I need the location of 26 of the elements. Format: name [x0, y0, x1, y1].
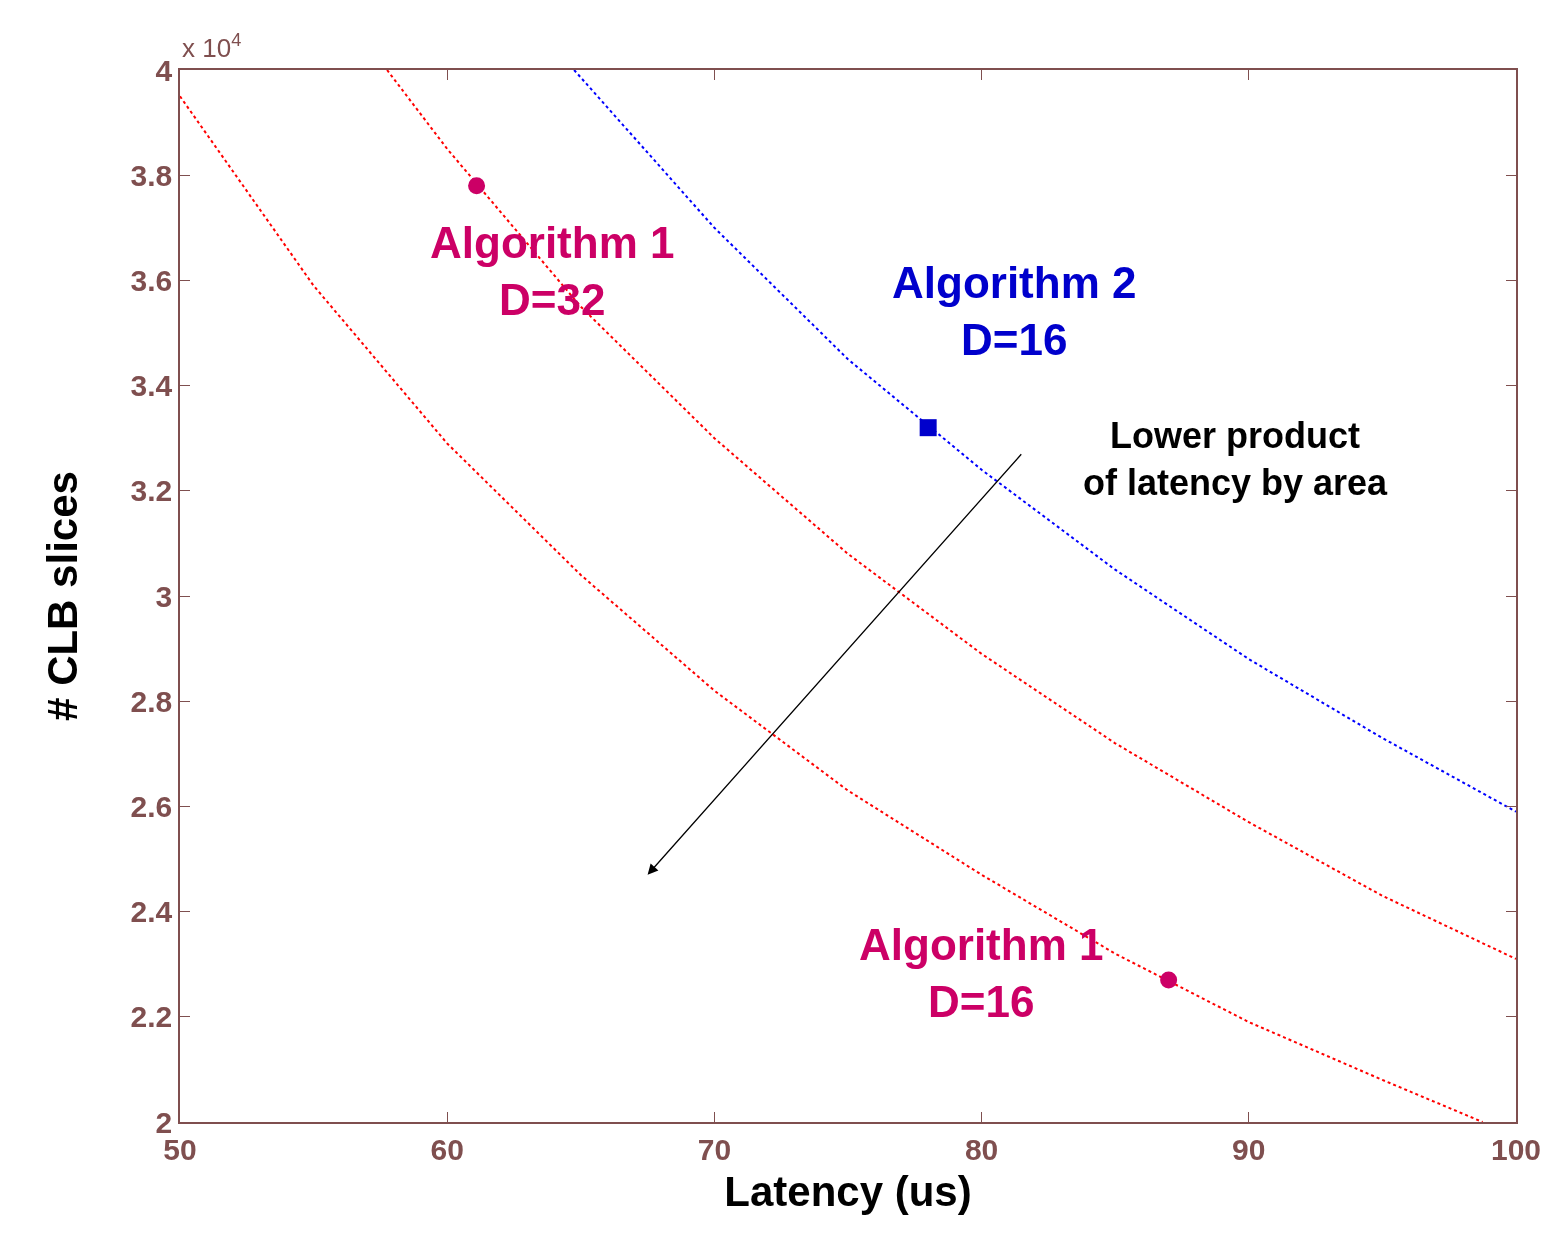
- x-axis-title: Latency (us): [724, 1168, 972, 1216]
- y-tick-label: 2.4: [130, 895, 173, 929]
- x-tick-label: 60: [430, 1132, 464, 1166]
- series-label: Algorithm 1 D=16: [859, 920, 1104, 1027]
- x-tick-label: 80: [964, 1132, 999, 1166]
- y-tick-label: 3.6: [130, 263, 173, 297]
- x-tick-label: 100: [1490, 1132, 1542, 1166]
- x-tick-label: 70: [697, 1132, 732, 1166]
- y-tick-label: 3.4: [130, 369, 173, 403]
- y-tick-label: 3.2: [130, 474, 173, 508]
- annotation: Lower product of latency by area: [1083, 415, 1389, 503]
- series-label: Algorithm 1 D=32: [430, 218, 675, 325]
- y-tick-label: 3.8: [130, 158, 173, 192]
- y-tick-label: 2.6: [130, 789, 173, 823]
- y-tick-label: 3: [155, 579, 173, 613]
- x-tick-label: 90: [1232, 1132, 1266, 1166]
- point: [919, 419, 937, 437]
- y-axis-title: # CLB slices: [38, 471, 86, 721]
- line-series: [180, 95, 1484, 1122]
- text: x 10$^{4}$: [182, 30, 242, 63]
- y-tick-label: 2.8: [130, 684, 173, 718]
- y-tick-label: 2.2: [130, 1000, 173, 1034]
- point: [1160, 971, 1178, 989]
- y-tick-label: 4: [155, 53, 173, 87]
- series-label: Algorithm 2 D=16: [892, 258, 1137, 365]
- point: [468, 177, 486, 195]
